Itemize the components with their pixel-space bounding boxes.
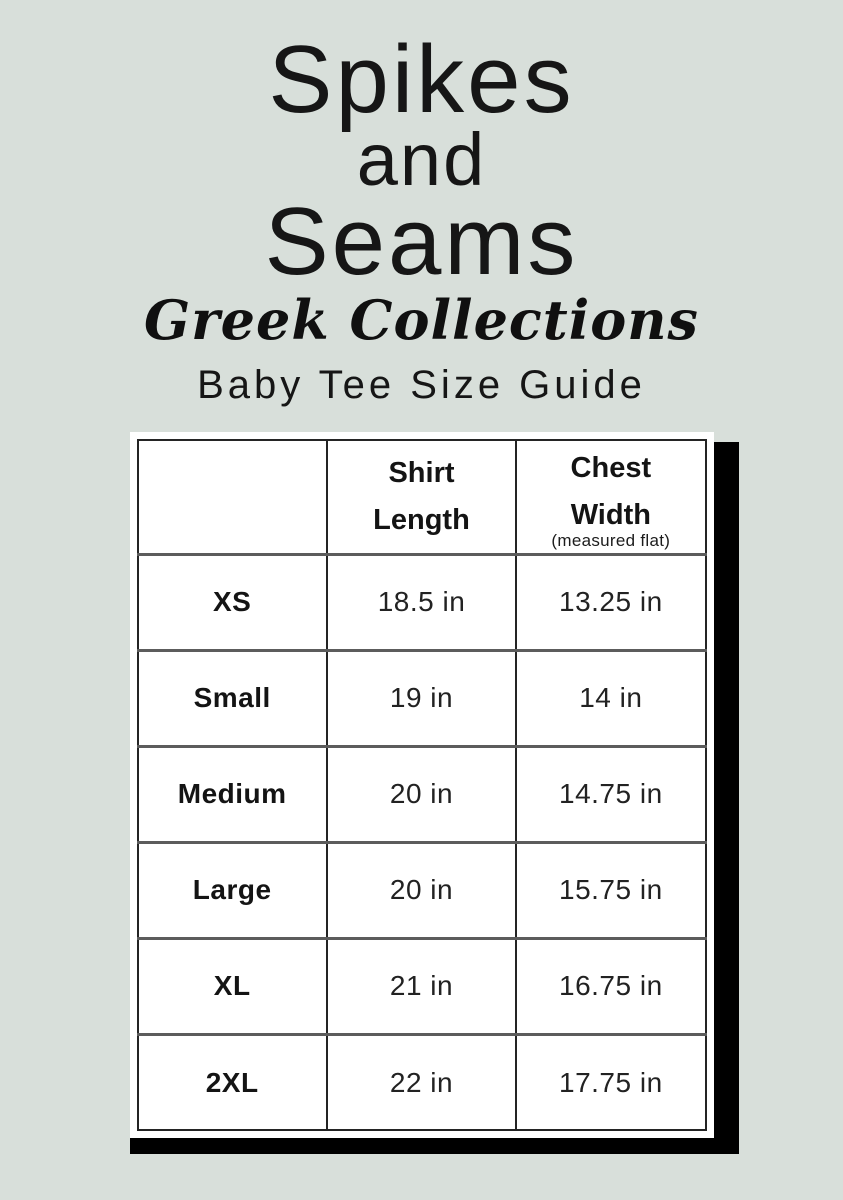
shirt-length-cell: 19 in [325, 650, 518, 748]
page-title: Baby Tee Size Guide [197, 363, 646, 408]
brand-word-seams: Seams [264, 187, 579, 295]
chest-width-cell: 13.25 in [515, 554, 707, 652]
chest-width-cell: 16.75 in [515, 938, 707, 1036]
shirt-length-cell: 22 in [325, 1034, 518, 1131]
table-row-xs: XS 18.5 in 13.25 in [136, 554, 707, 652]
size-cell: XL [136, 938, 328, 1036]
chest-width-cell: 15.75 in [515, 842, 707, 940]
brand-word-and: and [356, 118, 487, 201]
table-header-row: Shirt Length Chest Width (measured flat) [136, 440, 707, 556]
size-cell: Small [136, 650, 328, 748]
size-cell: 2XL [136, 1034, 328, 1131]
shirt-length-cell: 21 in [325, 938, 518, 1036]
shirt-length-cell: 20 in [325, 842, 518, 940]
table-row-small: Small 19 in 14 in [136, 650, 707, 748]
size-cell: XS [136, 554, 328, 652]
size-table-panel: Shirt Length Chest Width (measured flat) … [129, 432, 739, 1155]
size-table: Shirt Length Chest Width (measured flat) … [136, 439, 707, 1132]
table-row-large: Large 20 in 15.75 in [136, 842, 707, 940]
chest-width-cell: 17.75 in [515, 1034, 707, 1131]
header-shirt-length: Shirt Length [325, 440, 518, 556]
table-row-xl: XL 21 in 16.75 in [136, 938, 707, 1036]
size-cell: Medium [136, 746, 328, 844]
chest-width-cell: 14.75 in [515, 746, 707, 844]
brand-collection-subtitle: Greek Collections [144, 288, 699, 353]
measured-flat-note: (measured flat) [551, 531, 671, 551]
panel-inner: Shirt Length Chest Width (measured flat) … [129, 432, 714, 1139]
brand-word-spikes: Spikes [268, 26, 575, 133]
size-cell: Large [136, 842, 328, 940]
chest-width-cell: 14 in [515, 650, 707, 748]
header-chest-width-label: Chest Width [570, 452, 652, 532]
table-row-medium: Medium 20 in 14.75 in [136, 746, 707, 844]
shirt-length-cell: 18.5 in [325, 554, 518, 652]
table-row-2xl: 2XL 22 in 17.75 in [136, 1034, 707, 1131]
header-chest-width: Chest Width (measured flat) [515, 440, 707, 556]
header-blank-cell [136, 440, 328, 556]
shirt-length-cell: 20 in [325, 746, 518, 844]
brand-header: Spikes and Seams Greek Collections Baby … [0, 0, 843, 408]
